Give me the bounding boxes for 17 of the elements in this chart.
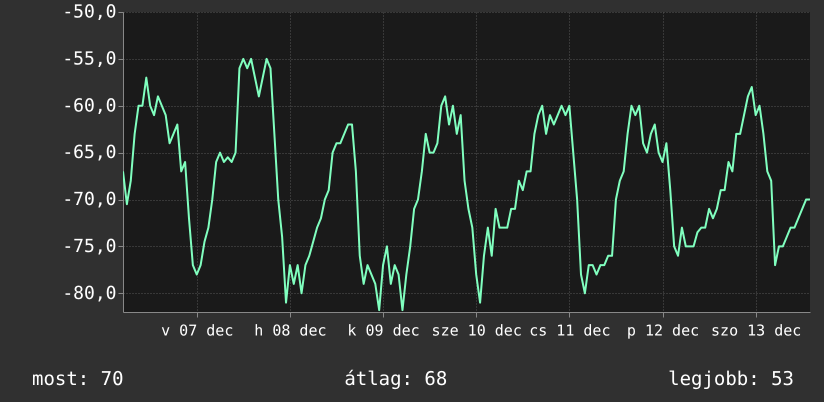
x-tick-label: h 08 dec xyxy=(254,322,327,340)
x-tick-label: k 09 dec xyxy=(347,322,420,340)
text: átlag: 68 xyxy=(344,368,448,390)
x-tick-label: sze 10 dec xyxy=(432,322,522,340)
y-tick-label: -60,0 xyxy=(62,95,116,116)
y-tick-label: -75,0 xyxy=(62,236,116,257)
x-tick-label: cs 11 dec xyxy=(529,322,610,340)
y-tick-label: -50,0 xyxy=(62,2,116,22)
x-tick-label: szo 13 dec xyxy=(711,322,802,340)
x-tick-label: p 12 dec xyxy=(626,322,700,340)
y-tick-label: -70,0 xyxy=(62,189,116,210)
y-tick-label: -65,0 xyxy=(62,142,116,164)
y-tick-label: -55,0 xyxy=(62,48,116,70)
text: legjobb: 53 xyxy=(668,368,794,390)
x-tick-label: v 07 dec xyxy=(161,322,234,340)
text: most: 70 xyxy=(32,368,124,390)
y-tick-label: -80,0 xyxy=(62,282,116,304)
